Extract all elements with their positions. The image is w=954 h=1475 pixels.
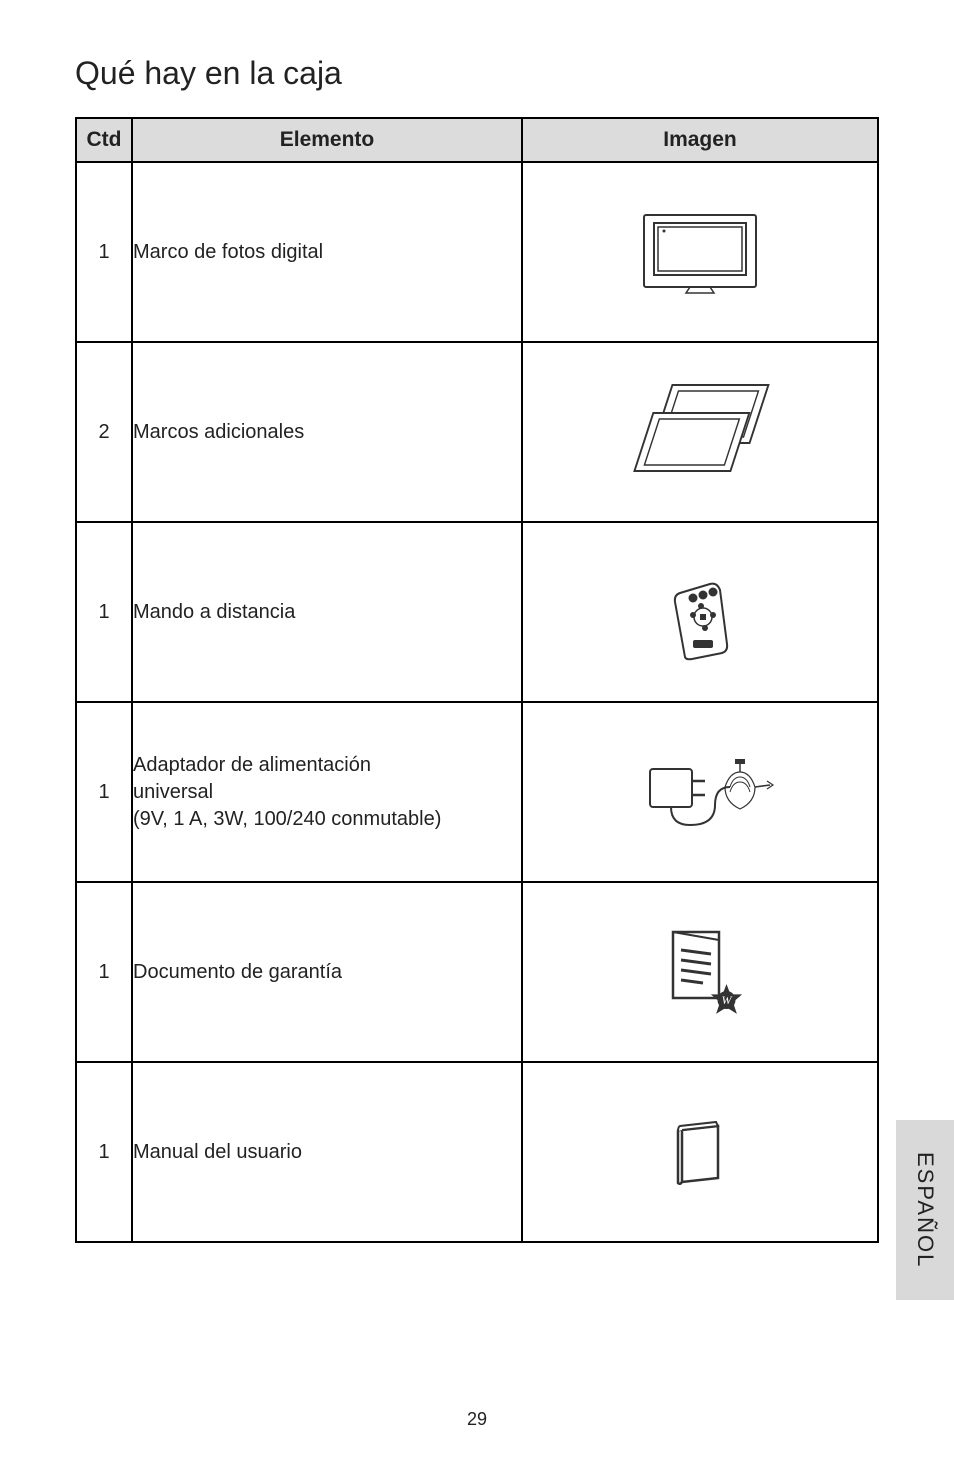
row-image-cell <box>522 162 878 342</box>
page-number: 29 <box>0 1409 954 1430</box>
row-item-line: Mando a distancia <box>133 601 295 623</box>
svg-text:W: W <box>722 993 733 1007</box>
page-title: Qué hay en la caja <box>75 55 879 92</box>
row-item-line: Adaptador de alimentación <box>133 754 371 776</box>
warranty-doc-icon: W <box>655 922 745 1022</box>
row-image-cell <box>522 342 878 522</box>
remote-icon <box>665 562 735 662</box>
row-item: Adaptador de alimentación universal (9V,… <box>132 702 522 882</box>
table-row: 1 Manual del usuario <box>76 1062 878 1242</box>
row-qty: 2 <box>76 342 132 522</box>
row-item-line: Manual del usuario <box>133 1141 302 1163</box>
row-item: Marcos adicionales <box>132 342 522 522</box>
table-row: 1 Marco de fotos digital <box>76 162 878 342</box>
row-item-line: Marcos adicionales <box>133 421 304 443</box>
power-adapter-icon <box>625 747 775 837</box>
row-qty: 1 <box>76 702 132 882</box>
header-image: Imagen <box>522 118 878 162</box>
header-item: Elemento <box>132 118 522 162</box>
row-item-line: universal <box>133 781 213 803</box>
row-image-cell <box>522 522 878 702</box>
row-item-line: Marco de fotos digital <box>133 241 323 263</box>
row-item-line: Documento de garantía <box>133 961 342 983</box>
row-item: Documento de garantía <box>132 882 522 1062</box>
row-qty: 1 <box>76 522 132 702</box>
row-item: Mando a distancia <box>132 522 522 702</box>
frames-stack-icon <box>625 377 775 487</box>
table-row: 1 Mando a distancia <box>76 522 878 702</box>
photo-frame-icon <box>640 207 760 297</box>
table-row: 1 Adaptador de alimentación universal (9… <box>76 702 878 882</box>
header-qty: Ctd <box>76 118 132 162</box>
language-label: ESPAÑOL <box>912 1152 938 1268</box>
row-image-cell: W <box>522 882 878 1062</box>
row-image-cell <box>522 702 878 882</box>
row-image-cell <box>522 1062 878 1242</box>
table-row: 1 Documento de garantía <box>76 882 878 1062</box>
row-item: Marco de fotos digital <box>132 162 522 342</box>
row-qty: 1 <box>76 162 132 342</box>
row-qty: 1 <box>76 1062 132 1242</box>
table-header-row: Ctd Elemento Imagen <box>76 118 878 162</box>
contents-table: Ctd Elemento Imagen 1 Marco de fotos dig… <box>75 117 879 1243</box>
language-side-tab: ESPAÑOL <box>896 1120 954 1300</box>
row-qty: 1 <box>76 882 132 1062</box>
row-item: Manual del usuario <box>132 1062 522 1242</box>
row-item-line: (9V, 1 A, 3W, 100/240 conmutable) <box>133 808 441 830</box>
table-row: 2 Marcos adicionales <box>76 342 878 522</box>
manual-icon <box>660 1112 740 1192</box>
